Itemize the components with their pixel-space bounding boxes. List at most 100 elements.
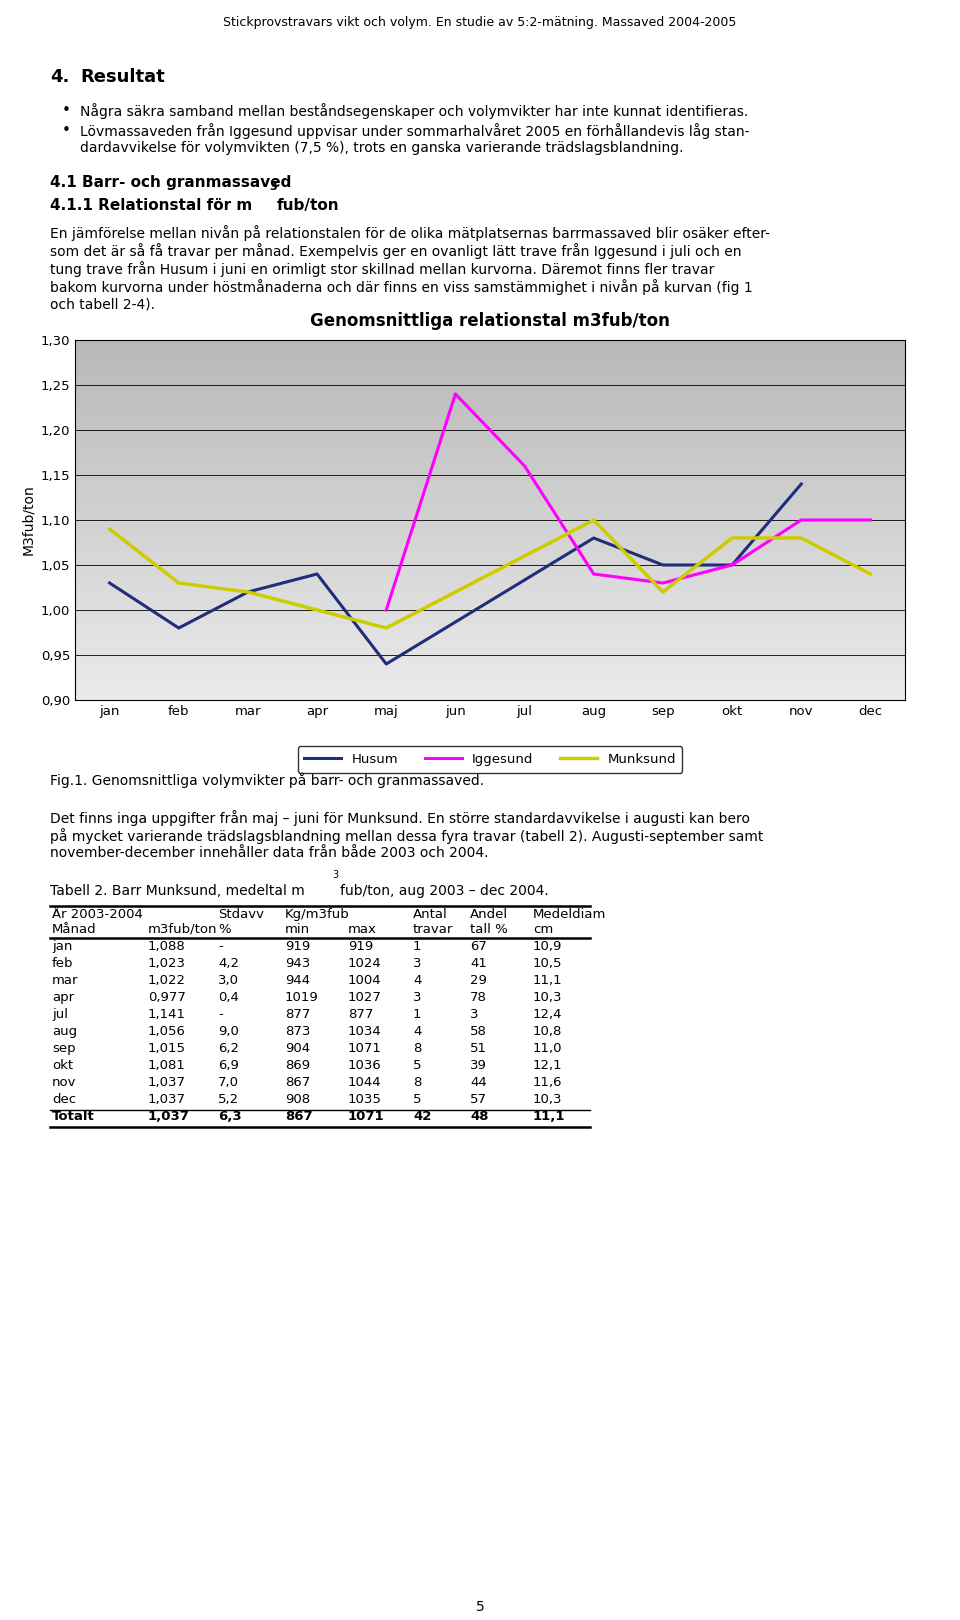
- Bar: [75, 492, 905, 494]
- Text: 1071: 1071: [348, 1042, 382, 1055]
- Text: 877: 877: [348, 1008, 373, 1021]
- Bar: [75, 543, 905, 546]
- Bar: [75, 627, 905, 629]
- Text: 867: 867: [285, 1076, 310, 1089]
- Text: 1,037: 1,037: [148, 1094, 186, 1106]
- Bar: [75, 585, 905, 586]
- Bar: [75, 471, 905, 473]
- Y-axis label: M3fub/ton: M3fub/ton: [21, 484, 35, 556]
- Bar: [75, 368, 905, 369]
- Bar: [75, 400, 905, 402]
- Bar: [75, 688, 905, 692]
- Text: 877: 877: [285, 1008, 310, 1021]
- Text: 904: 904: [285, 1042, 310, 1055]
- Bar: [75, 620, 905, 622]
- Text: 58: 58: [470, 1025, 487, 1038]
- Text: 1,056: 1,056: [148, 1025, 186, 1038]
- Bar: [75, 424, 905, 426]
- Bar: [75, 557, 905, 559]
- Text: 1071: 1071: [348, 1110, 385, 1123]
- Text: 0,4: 0,4: [218, 991, 239, 1004]
- Bar: [75, 590, 905, 591]
- Bar: [75, 455, 905, 457]
- Text: 11,1: 11,1: [533, 974, 563, 987]
- Bar: [75, 488, 905, 489]
- Bar: [75, 573, 905, 575]
- Bar: [75, 510, 905, 514]
- Bar: [75, 679, 905, 680]
- Bar: [75, 507, 905, 509]
- Bar: [75, 363, 905, 364]
- Text: Fig.1. Genomsnittliga volymvikter på barr- och granmassaved.: Fig.1. Genomsnittliga volymvikter på bar…: [50, 773, 484, 787]
- Bar: [75, 441, 905, 442]
- Text: 11,6: 11,6: [533, 1076, 563, 1089]
- Bar: [75, 494, 905, 497]
- Bar: [75, 514, 905, 515]
- Text: 10,3: 10,3: [533, 991, 563, 1004]
- Bar: [75, 667, 905, 669]
- Text: min: min: [285, 923, 310, 936]
- Bar: [75, 656, 905, 659]
- Text: Andel: Andel: [470, 907, 508, 922]
- Text: 1,022: 1,022: [148, 974, 186, 987]
- Bar: [75, 572, 905, 573]
- Bar: [75, 489, 905, 491]
- Bar: [75, 531, 905, 533]
- Bar: [75, 570, 905, 572]
- Bar: [75, 556, 905, 557]
- Bar: [75, 442, 905, 444]
- Text: 78: 78: [470, 991, 487, 1004]
- Text: Stickprovstravars vikt och volym. En studie av 5:2-mätning. Massaved 2004-2005: Stickprovstravars vikt och volym. En stu…: [224, 16, 736, 29]
- Text: som det är så få travar per månad. Exempelvis ger en ovanligt lätt trave från Ig: som det är så få travar per månad. Exemp…: [50, 243, 741, 259]
- Text: 11,0: 11,0: [533, 1042, 563, 1055]
- Bar: [75, 554, 905, 556]
- Text: 4.1 Barr- och granmassaved: 4.1 Barr- och granmassaved: [50, 175, 292, 190]
- Text: 5: 5: [413, 1094, 421, 1106]
- Bar: [75, 386, 905, 387]
- Bar: [75, 541, 905, 543]
- Bar: [75, 591, 905, 595]
- Text: 867: 867: [285, 1110, 313, 1123]
- Bar: [75, 343, 905, 345]
- Text: 1,081: 1,081: [148, 1059, 186, 1072]
- Bar: [75, 672, 905, 676]
- Bar: [75, 486, 905, 488]
- Bar: [75, 470, 905, 471]
- Bar: [75, 653, 905, 654]
- Text: tall %: tall %: [470, 923, 508, 936]
- Bar: [75, 402, 905, 403]
- Text: 4.: 4.: [50, 68, 69, 86]
- Text: 3: 3: [413, 957, 421, 970]
- Text: 6,3: 6,3: [218, 1110, 242, 1123]
- Bar: [75, 624, 905, 627]
- Bar: [75, 423, 905, 424]
- Bar: [75, 379, 905, 381]
- Bar: [75, 502, 905, 504]
- Bar: [75, 460, 905, 462]
- Text: Några säkra samband mellan beståndsegenskaper och volymvikter har inte kunnat id: Några säkra samband mellan beståndsegens…: [80, 104, 748, 118]
- Bar: [75, 525, 905, 526]
- Bar: [75, 462, 905, 465]
- Text: 48: 48: [470, 1110, 489, 1123]
- Bar: [75, 515, 905, 517]
- Text: bakom kurvorna under höstmånaderna och där finns en viss samstämmighet i nivån p: bakom kurvorna under höstmånaderna och d…: [50, 279, 753, 295]
- Bar: [75, 677, 905, 679]
- Legend: Husum, Iggesund, Munksund: Husum, Iggesund, Munksund: [298, 747, 683, 773]
- Text: 41: 41: [470, 957, 487, 970]
- Bar: [75, 491, 905, 492]
- Bar: [75, 381, 905, 384]
- Text: 1019: 1019: [285, 991, 319, 1004]
- Bar: [75, 384, 905, 386]
- Bar: [75, 433, 905, 434]
- Bar: [75, 596, 905, 598]
- Bar: [75, 478, 905, 481]
- Bar: [75, 692, 905, 693]
- Text: 8: 8: [413, 1076, 421, 1089]
- Text: 5: 5: [413, 1059, 421, 1072]
- Bar: [75, 439, 905, 441]
- Text: dec: dec: [52, 1094, 76, 1106]
- Bar: [75, 523, 905, 525]
- Bar: [75, 475, 905, 476]
- Bar: [75, 638, 905, 640]
- Bar: [75, 392, 905, 394]
